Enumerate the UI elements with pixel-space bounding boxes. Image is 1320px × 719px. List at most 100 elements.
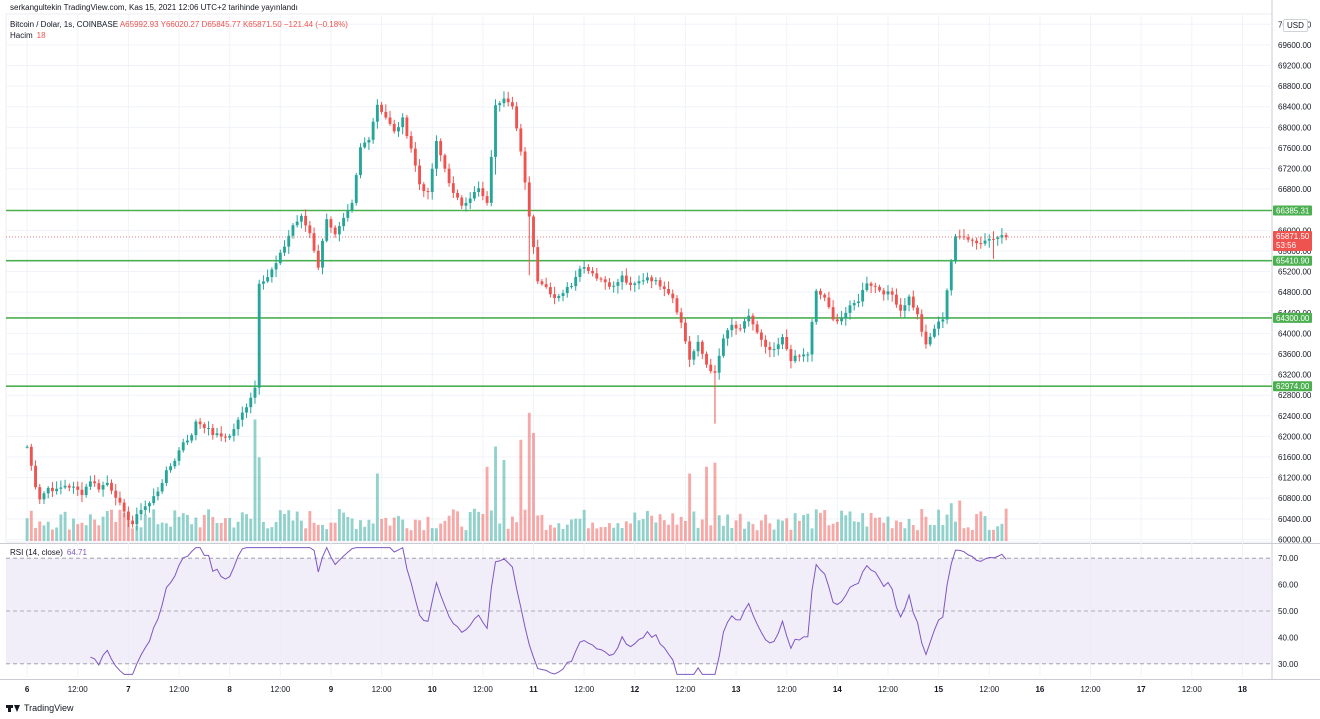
- time-tick-label: 11: [529, 685, 538, 694]
- rsi-tick-label: 30.00: [1278, 660, 1299, 669]
- volume-bar: [515, 522, 519, 541]
- brand-name: TradingView: [24, 703, 74, 713]
- volume-bar: [426, 516, 430, 541]
- price-tick-label: 61200.00: [1278, 474, 1312, 483]
- volume-bar: [177, 516, 181, 541]
- volume-bar: [928, 524, 932, 541]
- volume-bar: [397, 515, 400, 541]
- candle-body: [304, 215, 308, 226]
- candle-body: [734, 324, 738, 329]
- volume-bar: [641, 519, 645, 541]
- volume-bar: [287, 510, 291, 541]
- volume-bar: [506, 528, 510, 541]
- currency-button[interactable]: USD: [1283, 19, 1308, 32]
- volume-bar: [553, 527, 557, 541]
- candle-body: [143, 506, 147, 510]
- candle-body: [342, 217, 346, 227]
- time-tick-label: 7: [126, 685, 131, 694]
- price-axis[interactable]: 60000.00 60400.00 60800.00 61200.00 61600.00…: [1273, 20, 1312, 669]
- volume-bar: [29, 510, 33, 541]
- candle-body: [232, 429, 236, 436]
- candle-body: [67, 485, 71, 488]
- volume-bar: [447, 515, 451, 541]
- candle-body: [730, 324, 734, 331]
- candle-body: [468, 198, 472, 203]
- volume-bar: [945, 514, 949, 541]
- candle-body: [110, 482, 113, 491]
- volume-bar: [612, 527, 616, 541]
- candle-body: [84, 486, 88, 496]
- volume-bar: [498, 523, 502, 541]
- volume-bar: [435, 528, 438, 541]
- candle-body: [346, 210, 350, 218]
- volume-bar: [190, 524, 194, 541]
- volume-bar: [823, 510, 827, 541]
- volume-bar: [42, 525, 46, 541]
- price-level-tag: [1273, 255, 1312, 266]
- candle-body: [527, 182, 531, 217]
- volume-bar: [932, 525, 936, 541]
- volume-bar: [679, 516, 683, 541]
- price-tick-label: 60000.00: [1278, 535, 1312, 544]
- volume-bar: [274, 522, 278, 541]
- volume-bar: [430, 528, 434, 541]
- volume-bar: [949, 503, 953, 541]
- candle-body: [781, 336, 784, 345]
- candle-body: [578, 268, 582, 277]
- volume-bar: [540, 514, 544, 541]
- symbol-legend: Bitcoin / Dolar, 1s, COINBASE A65992.93 …: [10, 20, 348, 29]
- volume-bar: [202, 514, 206, 541]
- volume-bar: [304, 528, 308, 541]
- price-tick-label: 64800.00: [1278, 288, 1312, 297]
- volume-bar: [878, 517, 881, 541]
- candle-body: [477, 188, 481, 193]
- volume-bar: [173, 510, 177, 541]
- candle-body: [426, 191, 430, 193]
- time-tick-label: 16: [1035, 685, 1044, 694]
- volume-bar: [683, 520, 687, 541]
- candle-body: [59, 487, 63, 489]
- candle-body: [333, 227, 337, 235]
- price-tick-label: 67600.00: [1278, 144, 1312, 153]
- volume-bar: [380, 518, 384, 541]
- candle-body: [882, 290, 886, 295]
- rsi-pane: [6, 546, 1272, 675]
- candle-body: [413, 148, 417, 166]
- volume-bar: [599, 527, 603, 541]
- volume-bar: [544, 529, 548, 541]
- candle-body: [823, 294, 827, 298]
- tradingview-logo-icon: [6, 704, 20, 713]
- price-tick-label: 64000.00: [1278, 329, 1312, 338]
- candle-body: [717, 355, 721, 373]
- price-tick-label: 62000.00: [1278, 432, 1312, 441]
- volume-bar: [97, 525, 101, 541]
- volume-bar: [831, 523, 835, 541]
- volume-bar: [477, 511, 481, 541]
- volume-bar: [456, 511, 459, 541]
- candle-body: [93, 481, 97, 484]
- volume-bar: [105, 511, 109, 541]
- time-tick-label: 12:00: [675, 685, 696, 694]
- volume-bar: [717, 515, 721, 541]
- candlestick-series: [25, 91, 1008, 531]
- candle-body: [633, 283, 637, 286]
- candle-body: [430, 168, 434, 193]
- candle-body: [890, 291, 894, 295]
- candle-body: [987, 238, 991, 241]
- candle-body: [840, 318, 843, 322]
- volume-bar: [532, 433, 535, 541]
- price-tick-label: 68400.00: [1278, 103, 1312, 112]
- volume-bar: [316, 524, 320, 541]
- volume-bar: [422, 530, 426, 541]
- price-tick-label: 69200.00: [1278, 62, 1312, 71]
- volume-value: 18: [36, 31, 46, 40]
- low-value: D65845.77: [201, 20, 241, 29]
- candle-body: [207, 427, 210, 429]
- time-axis[interactable]: 6 12:00 7 12:00 8 12:00 9 12:00 10 12:00 11 12:00 12…: [25, 685, 1248, 694]
- candle-body: [72, 486, 75, 488]
- countdown-label: 53:56: [1276, 241, 1297, 250]
- candle-body: [561, 293, 565, 296]
- candle-body: [156, 491, 160, 497]
- volume-bar: [295, 511, 299, 541]
